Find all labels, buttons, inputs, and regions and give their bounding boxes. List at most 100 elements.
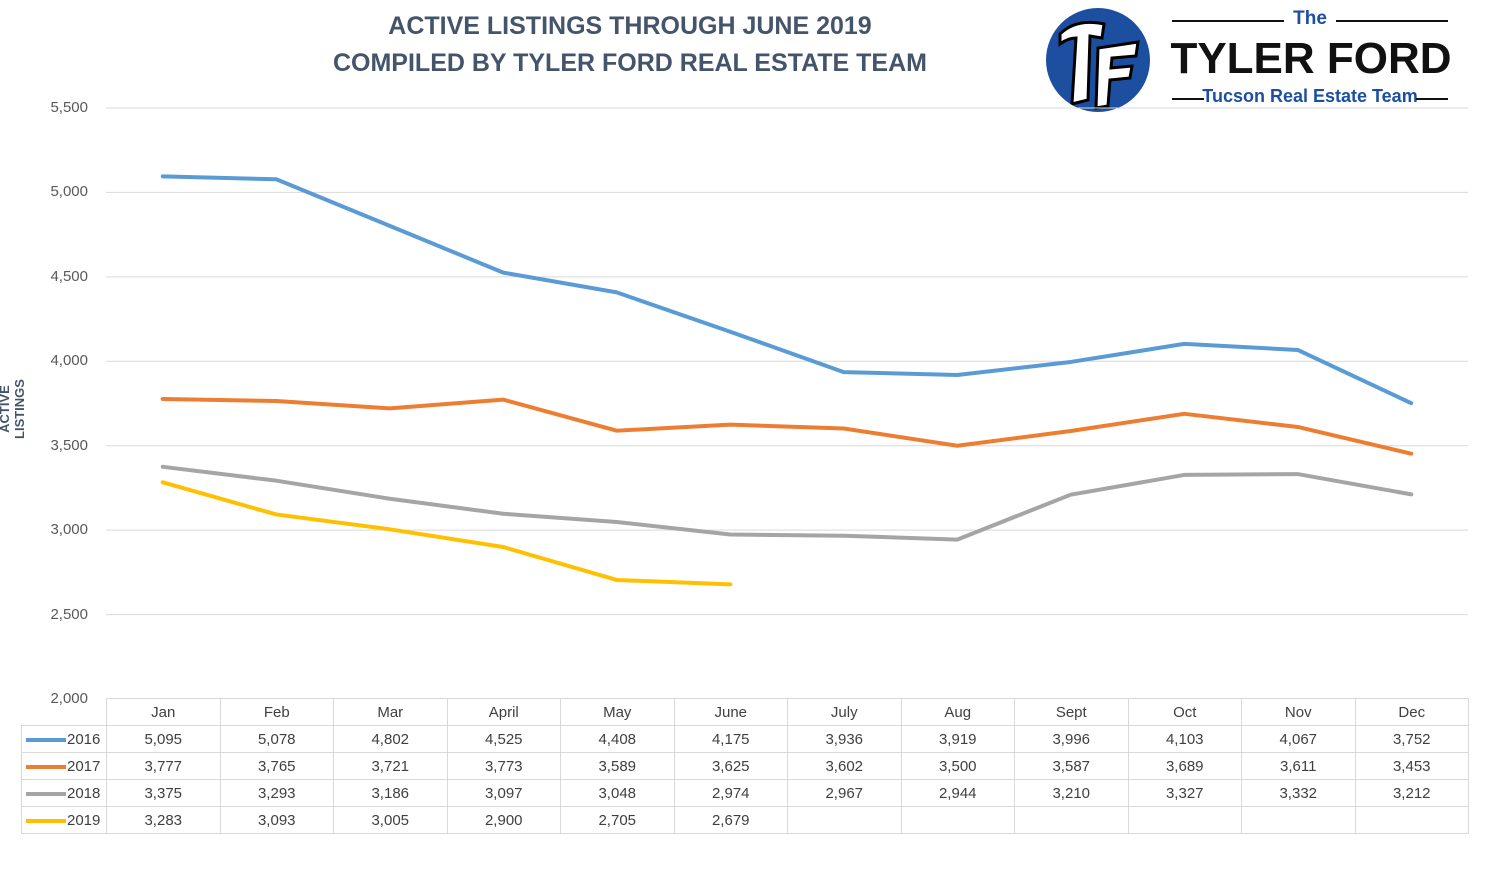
data-label: 3,689 <box>1127 752 1242 780</box>
data-label: 3,293 <box>219 779 334 807</box>
series-lines <box>160 174 1414 587</box>
tf-monogram-graphic <box>1058 20 1140 110</box>
logo-rule-bottom-right <box>1416 98 1448 100</box>
y-tick-label: 5,500 <box>50 99 88 116</box>
x-category-label: Sept <box>1014 698 1129 726</box>
logo-rule-top-right <box>1336 20 1448 22</box>
data-label: 3,500 <box>900 752 1015 780</box>
series-line-2018 <box>160 464 1414 542</box>
y-tick-label: 5,000 <box>50 183 88 201</box>
legend-entry-2016: 2016 <box>21 725 107 753</box>
y-tick-label: 3,000 <box>50 521 88 539</box>
legend-entry-2018: 2018 <box>21 779 107 807</box>
table-row: 2017 3,777 3,765 3,721 3,773 3,589 3,625 3,602 3… <box>21 752 1469 780</box>
x-category-label: May <box>560 698 675 726</box>
data-label: 3,097 <box>446 779 561 807</box>
logo-rule-top-left <box>1172 20 1284 22</box>
data-label: 4,408 <box>560 725 675 753</box>
legend-label: 2019 <box>67 811 101 829</box>
x-category-label: July <box>787 698 902 726</box>
data-label: 3,589 <box>560 752 675 780</box>
brand-logo: The TYLER FORD Tucson Real Estate Team <box>1040 4 1460 114</box>
chart-title-line-2: COMPILED BY TYLER FORD REAL ESTATE TEAM <box>332 49 927 77</box>
table-row: 2016 5,095 5,078 4,802 4,525 4,408 4,175 3,936 3… <box>21 725 1469 753</box>
legend-key-swatch <box>26 737 66 742</box>
legend-key-swatch <box>26 764 66 769</box>
data-label: 3,936 <box>787 725 902 753</box>
chart-title: ACTIVE LISTINGS THROUGH JUNE 2019 COMPIL… <box>250 8 1010 82</box>
data-label: 3,212 <box>1354 779 1469 807</box>
data-label: 2,967 <box>787 779 902 807</box>
data-label <box>1354 806 1469 834</box>
data-label: 2,944 <box>900 779 1015 807</box>
data-label: 3,919 <box>900 725 1015 753</box>
x-category-label: Feb <box>219 698 334 726</box>
table-corner-cell <box>21 698 107 726</box>
data-label <box>1241 806 1356 834</box>
logo-tagline: Tucson Real Estate Team <box>1202 86 1418 106</box>
data-label: 4,175 <box>673 725 788 753</box>
x-category-label: Oct <box>1127 698 1242 726</box>
table-row: 2019 3,283 3,093 3,005 2,900 2,705 2,679 <box>21 806 1469 834</box>
x-category-label: Jan <box>106 698 221 726</box>
data-label: 4,067 <box>1241 725 1356 753</box>
data-label: 3,283 <box>106 806 221 834</box>
table-row: 2018 3,375 3,293 3,186 3,097 3,048 2,974 2,967 2… <box>21 779 1469 807</box>
data-label: 5,095 <box>106 725 221 753</box>
data-label: 4,802 <box>333 725 448 753</box>
x-category-label: Aug <box>900 698 1015 726</box>
legend-entry-2017: 2017 <box>21 752 107 780</box>
data-label: 4,103 <box>1127 725 1242 753</box>
logo-rule-bottom-left <box>1172 98 1204 100</box>
x-category-label: Mar <box>333 698 448 726</box>
data-label: 3,005 <box>333 806 448 834</box>
x-category-label: April <box>446 698 561 726</box>
data-label: 2,679 <box>673 806 788 834</box>
data-label: 3,765 <box>219 752 334 780</box>
data-label: 3,611 <box>1241 752 1356 780</box>
legend-key-swatch <box>26 791 66 796</box>
legend-label: 2016 <box>67 730 101 748</box>
x-category-label: June <box>673 698 788 726</box>
data-label: 4,525 <box>446 725 561 753</box>
data-label <box>787 806 902 834</box>
data-label: 3,996 <box>1014 725 1129 753</box>
legend-label: 2018 <box>67 784 101 802</box>
legend-key-swatch <box>26 818 66 823</box>
data-label: 3,721 <box>333 752 448 780</box>
data-label: 3,752 <box>1354 725 1469 753</box>
data-label: 3,048 <box>560 779 675 807</box>
data-label: 3,453 <box>1354 752 1469 780</box>
table-header-row: Jan Feb Mar April May June July Aug Sept Oct Nov De… <box>21 698 1469 726</box>
y-tick-label: 2,500 <box>50 605 88 623</box>
data-table: Jan Feb Mar April May June July Aug Sept Oct Nov De… <box>21 698 1469 834</box>
data-label <box>1014 806 1129 834</box>
data-label: 3,093 <box>219 806 334 834</box>
data-label: 2,900 <box>446 806 561 834</box>
x-category-label: Nov <box>1241 698 1356 726</box>
x-category-label: Dec <box>1354 698 1469 726</box>
gridlines <box>106 107 1468 616</box>
data-label: 3,332 <box>1241 779 1356 807</box>
chart-title-line-1: ACTIVE LISTINGS THROUGH JUNE 2019 <box>388 12 872 40</box>
data-label <box>900 806 1015 834</box>
tf-monogram-icon <box>1046 8 1150 112</box>
data-label: 3,186 <box>333 779 448 807</box>
y-tick-label: 4,500 <box>50 267 88 285</box>
data-label: 3,602 <box>787 752 902 780</box>
data-label: 2,705 <box>560 806 675 834</box>
data-label <box>1127 806 1242 834</box>
data-label: 3,375 <box>106 779 221 807</box>
series-line-2016 <box>160 174 1414 406</box>
y-tick-label: 4,000 <box>50 352 88 370</box>
data-label: 3,777 <box>106 752 221 780</box>
logo-the-text: The <box>1293 8 1327 29</box>
data-label: 5,078 <box>219 725 334 753</box>
legend-entry-2019: 2019 <box>21 806 107 834</box>
series-line-2019 <box>160 480 733 587</box>
legend-label: 2017 <box>67 757 101 775</box>
data-label: 3,773 <box>446 752 561 780</box>
data-label: 3,625 <box>673 752 788 780</box>
data-label: 3,210 <box>1014 779 1129 807</box>
